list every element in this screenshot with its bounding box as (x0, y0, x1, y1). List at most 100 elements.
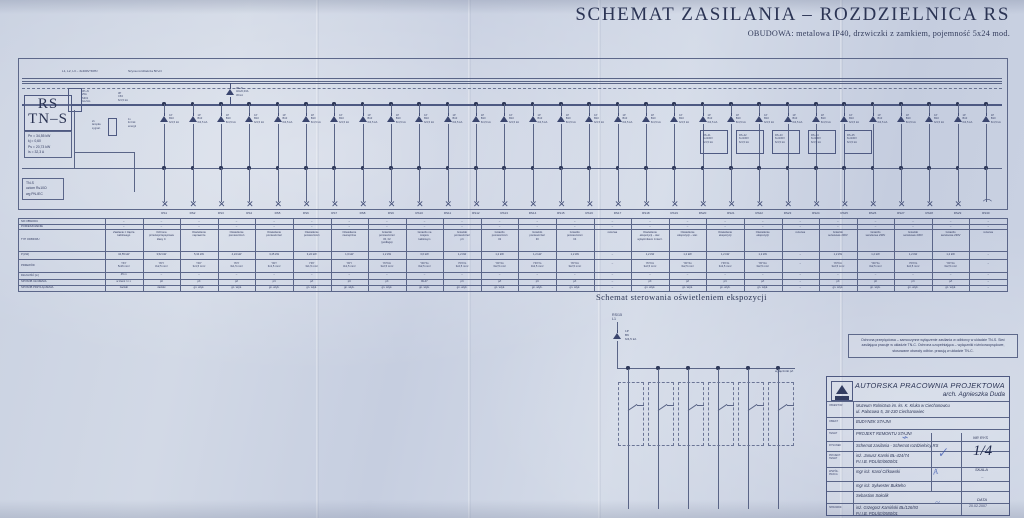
terminal-x-mark: ✕ (897, 199, 906, 209)
table-cell: – (348, 225, 351, 228)
terminal-lead (900, 168, 902, 202)
table-cell: 1,2 kW (457, 253, 467, 256)
table-cell: – (423, 273, 426, 276)
table-cell: gn. wtyk. (456, 286, 468, 289)
circuit-id: RS21 (727, 211, 735, 215)
table-cell: gn. wtyk. (381, 286, 393, 289)
table-cell: p/t (535, 280, 539, 283)
table-cell: YDY 3x2,5 mm² (155, 262, 168, 269)
terminal-lead (390, 168, 392, 202)
sub-switch-lead (667, 405, 674, 406)
title-block-row-key: TEMAT (829, 432, 838, 435)
table-cell: – (386, 273, 388, 276)
table-cell: – (160, 225, 163, 228)
sub-bus-node (626, 366, 630, 370)
circuit-breaker-icon (585, 113, 594, 124)
terminal-lead (815, 168, 817, 202)
title-block-row-key: OBIEKT (829, 420, 839, 423)
circuit-breaker-icon (386, 113, 396, 124)
table-cell: 1,2 kW (495, 253, 504, 256)
title-block-row-key: WSPÓŁ. PRACA (829, 470, 839, 476)
table-cell: p/t (836, 280, 840, 283)
busbar-node (530, 102, 535, 106)
title-block-row-divider (827, 417, 1009, 418)
outgoing-conductor (872, 124, 874, 168)
table-cell: gn. wtyk. (757, 286, 768, 289)
terminal-x-mark: ✕ (387, 199, 396, 209)
table-cell: – (799, 286, 802, 289)
table-cell: – (837, 273, 839, 276)
distribution-busbar (22, 104, 1002, 106)
rs-module-label: RS-45 6x/230V 6/4,5 kA (847, 134, 857, 144)
terminal-x-mark: ✕ (529, 199, 538, 209)
terminal-x-mark: ✕ (217, 199, 226, 209)
busbar-node (417, 102, 421, 106)
pe-node (757, 166, 761, 170)
circuit-id: RS3 (217, 211, 224, 215)
table-cell: Oświetlenie ekspozycji (755, 231, 770, 238)
table-cell: – (912, 225, 914, 228)
table-col-divider (781, 219, 783, 291)
table-cell: – (611, 225, 614, 228)
table-cell: YDYżo 3x2,5 mm² (493, 262, 506, 269)
table-cell: gn. wtyk. (832, 286, 844, 289)
terminal-lead (334, 168, 336, 202)
table-cell: – (235, 225, 238, 228)
rs-module-box (808, 130, 836, 154)
rs-module-label: RS-41 6x/230V 6/4,5 kA (703, 134, 713, 144)
sub-feeder (617, 322, 618, 330)
table-cell: p/t (197, 280, 201, 283)
incomer-drop (74, 110, 75, 168)
table-cell: gn. wtyk. (231, 286, 242, 289)
page-title: SCHEMAT ZASILANIA – ROZDZIELNICA RS (575, 4, 1010, 25)
breaker-label: 1P B10 6/4,5 kA (254, 114, 265, 124)
sub-relay-box (618, 382, 644, 446)
table-cell: – (423, 225, 426, 228)
meter-box (68, 88, 82, 112)
table-cell: gn. wtyk. (343, 286, 355, 289)
busbar-node (360, 102, 365, 106)
title-block-row-divider (827, 441, 1009, 442)
busbar-node (219, 102, 223, 106)
sub-bus-node (746, 366, 750, 370)
outgoing-conductor (787, 124, 789, 168)
breaker-stem (617, 104, 619, 113)
table-cell: 1,2 kW (720, 253, 730, 256)
table-cell: – (987, 280, 989, 283)
outgoing-conductor (617, 124, 619, 168)
breaker-stem (164, 104, 166, 113)
pe-node (162, 166, 166, 170)
table-cell: – (611, 280, 614, 283)
table-cell: YDY 3x1,5 mm² (305, 262, 319, 269)
table-cell: – (874, 273, 877, 276)
table-cell: Gniazdo serwisowe 230V (828, 231, 848, 238)
breaker-label: 1P B10 6/4,5 kA (480, 114, 491, 124)
table-cell: – (273, 220, 275, 223)
busbar-node (162, 102, 166, 106)
signature-mark: ⌁ (900, 431, 909, 445)
table-cell: Ochrona przeciwprzepięciowa klasy C (148, 231, 174, 241)
sub-switch-lead (637, 405, 644, 406)
table-col-divider (255, 219, 257, 291)
breaker-label: 1P B10 6/4,5 kA (509, 114, 520, 124)
table-cell: – (386, 220, 388, 223)
terminal-x-mark: ✕ (926, 199, 934, 209)
sub-switch-lead (697, 405, 704, 406)
table-cell: – (686, 225, 689, 228)
terminal-x-mark: ✕ (756, 199, 764, 209)
circuit-breaker-icon (840, 113, 849, 124)
breaker-label: 1P B10 6/4,5 kA (962, 114, 973, 124)
circuit-id: RS4 (246, 211, 253, 215)
table-cell: – (949, 273, 952, 276)
table-cell: – (799, 273, 802, 276)
table-cell: Gniazdo pomieszczeń I/2 (491, 231, 508, 241)
table-cell: – (461, 225, 463, 228)
table-cell: p/t (235, 280, 239, 283)
table-cell: Gniazdo na miejscu kablowym (417, 231, 432, 241)
circuit-id: RS5 (274, 211, 281, 215)
table-cell: – (198, 225, 200, 228)
breaker-label: 1P B10 6/4,5 kA (225, 114, 236, 124)
terminal-x-mark: ✕ (161, 199, 169, 209)
outgoing-conductor (759, 124, 761, 168)
table-col-divider (443, 219, 445, 291)
